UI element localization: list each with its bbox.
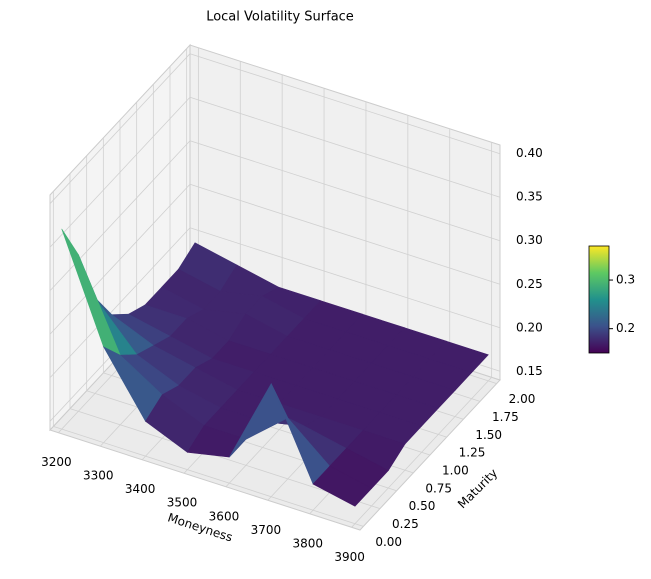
grid-line (189, 227, 501, 329)
x-tick-label: 3900 (334, 550, 365, 564)
colorbar-tick-label: 0.3 (616, 273, 635, 287)
x-tick-label: 3800 (292, 536, 323, 550)
y-tick-label: 0.50 (409, 499, 436, 513)
x-tick-label: 3300 (83, 469, 114, 483)
grid-line (189, 96, 501, 198)
surface-patch (312, 465, 373, 507)
grid-line (49, 183, 191, 335)
x-tick-label: 3500 (167, 496, 198, 510)
z-tick-label: 0.25 (516, 277, 543, 291)
grid-line (49, 96, 191, 248)
y-tick-label: 1.75 (492, 410, 519, 424)
x-tick-label: 3700 (251, 523, 282, 537)
grid-line (53, 426, 364, 527)
z-tick-label: 0.40 (516, 146, 543, 160)
grid-line (189, 183, 501, 285)
y-tick-label: 1.25 (459, 446, 486, 460)
grid-line (189, 140, 501, 242)
colorbar (588, 245, 610, 354)
z-tick-label: 0.15 (516, 364, 543, 378)
x-tick-label: 3200 (41, 455, 72, 469)
grid-line (49, 140, 191, 292)
y-tick-label: 2.00 (509, 392, 536, 406)
x-tick-label: 3600 (209, 509, 240, 523)
colorbar-tick-label: 0.2 (616, 321, 635, 335)
z-tick-label: 0.35 (516, 190, 543, 204)
y-tick-label: 0.25 (392, 517, 419, 531)
z-tick-label: 0.20 (516, 320, 543, 334)
chart-title: Local Volatility Surface (206, 10, 354, 25)
x-tick-label: 3400 (125, 482, 156, 496)
y-tick-label: 0.00 (375, 535, 402, 549)
y-tick-label: 0.75 (425, 481, 452, 495)
y-tick-label: 1.00 (442, 464, 469, 478)
grid-line (49, 227, 191, 379)
grid-line (49, 53, 191, 204)
y-tick-label: 1.50 (475, 428, 502, 442)
grid-line (189, 53, 501, 155)
z-tick-label: 0.30 (516, 233, 543, 247)
